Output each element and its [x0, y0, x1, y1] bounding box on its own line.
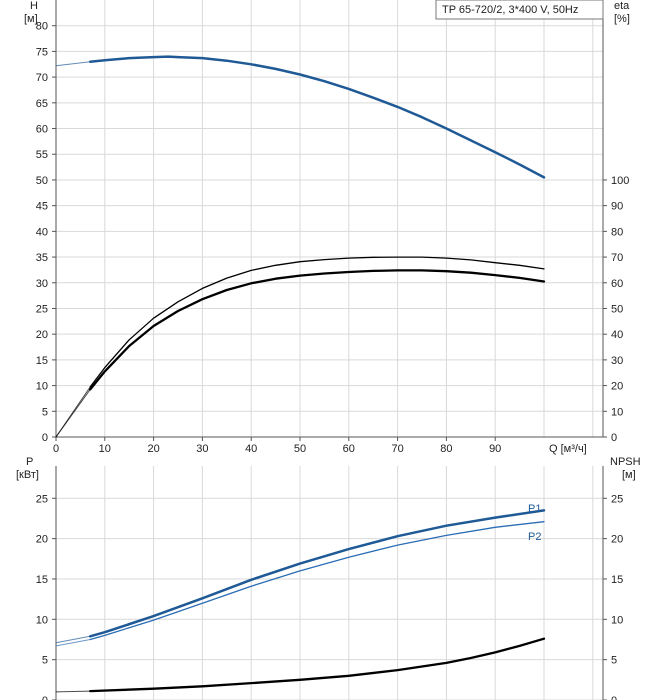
- x-tick-label: 20: [147, 443, 159, 455]
- right-tick-label: 70: [611, 252, 623, 264]
- right-tick-label: 80: [611, 226, 623, 238]
- series-label-p1: P1: [528, 503, 541, 515]
- x-tick-label: 90: [489, 443, 501, 455]
- left-tick-label: 75: [36, 46, 48, 58]
- left-tick-label: 15: [36, 574, 48, 586]
- left-tick-label: 65: [36, 98, 48, 110]
- tick-labels-bottom: 0 5 10 15 20 25 0 5 10 15 20 25: [36, 493, 623, 700]
- right-tick-label: 20: [611, 381, 623, 393]
- left-tick-label: 25: [36, 303, 48, 315]
- x-tick-label: 10: [99, 443, 111, 455]
- series-line-p2: [89, 521, 545, 641]
- left-tick-label: 70: [36, 72, 48, 84]
- left-tick-label: 55: [36, 149, 48, 161]
- left-tick-label: 50: [36, 175, 48, 187]
- x-tick-label: 0: [53, 443, 59, 455]
- left-tick-label: 25: [36, 493, 48, 505]
- series-line-eta-1: [89, 256, 545, 388]
- left-tick-label: 10: [36, 614, 48, 626]
- series-line-eta-2: [89, 269, 546, 391]
- series-line-head: [88, 55, 546, 179]
- right-tick-label: 30: [611, 355, 623, 367]
- right-axis-name-bottom: NPSH: [610, 456, 641, 468]
- axes-bottom: [55, 466, 604, 700]
- right-tick-label: 100: [611, 175, 629, 187]
- grid-bottom: [56, 466, 603, 700]
- chart-title: TP 65-720/2, 3*400 V, 50Hz: [442, 4, 578, 16]
- left-tick-label: 20: [36, 329, 48, 341]
- x-axis-unit-label: Q [м³/ч]: [549, 443, 587, 455]
- left-tick-label: 35: [36, 252, 48, 264]
- left-tick-label: 15: [36, 355, 48, 367]
- left-tick-label: 5: [42, 655, 48, 667]
- power-npsh-panel: 0 5 10 15 20 25 0 5 10 15 20 25 P [кВт] NPSH [м] P1…: [16, 456, 641, 700]
- series-top: [55, 55, 546, 438]
- left-axis-unit-bottom: [кВт]: [16, 469, 39, 481]
- x-tick-label: 80: [440, 443, 452, 455]
- left-tick-label: 0: [42, 695, 48, 700]
- left-tick-label: 45: [36, 201, 48, 213]
- left-tick-label: 80: [36, 21, 48, 33]
- right-tick-label: 25: [611, 493, 623, 505]
- axes-top: [55, 0, 604, 438]
- left-tick-label: 30: [36, 278, 48, 290]
- series-extension-1-0: [55, 635, 91, 644]
- x-tick-label: 30: [196, 443, 208, 455]
- left-tick-label: 5: [42, 406, 48, 418]
- left-axis-name-top: H: [30, 0, 38, 12]
- right-tick-label: 10: [611, 406, 623, 418]
- right-tick-label: 10: [611, 614, 623, 626]
- title-box: [435, 0, 604, 20]
- series-bottom: [55, 509, 546, 693]
- right-tick-label: 0: [611, 695, 617, 700]
- series-line-p1: [88, 509, 546, 638]
- right-tick-label: 15: [611, 574, 623, 586]
- series-extension-1-1: [55, 639, 91, 647]
- series-line-npsh: [89, 637, 546, 693]
- right-tick-label: 20: [611, 534, 623, 546]
- right-axis-unit-top: [%]: [614, 13, 630, 25]
- left-axis-name-bottom: P: [26, 456, 33, 468]
- x-tick-label: 40: [245, 443, 257, 455]
- right-axis-name-top: eta: [614, 0, 630, 12]
- right-tick-label: 50: [611, 303, 623, 315]
- right-tick-label: 60: [611, 278, 623, 290]
- right-tick-label: 5: [611, 655, 617, 667]
- x-tick-label: 50: [294, 443, 306, 455]
- left-tick-label: 10: [36, 381, 48, 393]
- series-extension-0-0: [55, 61, 91, 67]
- left-tick-label: 40: [36, 226, 48, 238]
- head-efficiency-panel: 0 5 10 15 20 25 30 35 40 45 50 55 60 65 70 75 80 0 10 20 30 4…: [24, 0, 630, 455]
- x-tick-label: 60: [343, 443, 355, 455]
- right-tick-label: 40: [611, 329, 623, 341]
- grid-top: [56, 0, 603, 438]
- right-tick-label: 0: [611, 432, 617, 444]
- left-tick-label: 60: [36, 124, 48, 136]
- x-tick-label: 70: [391, 443, 403, 455]
- series-label-p2: P2: [528, 531, 541, 543]
- series-extension-1-2: [55, 690, 91, 693]
- tick-labels-top: 0 5 10 15 20 25 30 35 40 45 50 55 60 65 70 75 80 0 10 20 30 4…: [36, 21, 630, 455]
- series-extension-0-2: [55, 388, 91, 438]
- left-axis-unit-top: [м]: [24, 13, 38, 25]
- left-tick-label: 20: [36, 534, 48, 546]
- right-tick-label: 90: [611, 201, 623, 213]
- left-tick-label: 0: [42, 432, 48, 444]
- right-axis-unit-bottom: [м]: [622, 469, 636, 481]
